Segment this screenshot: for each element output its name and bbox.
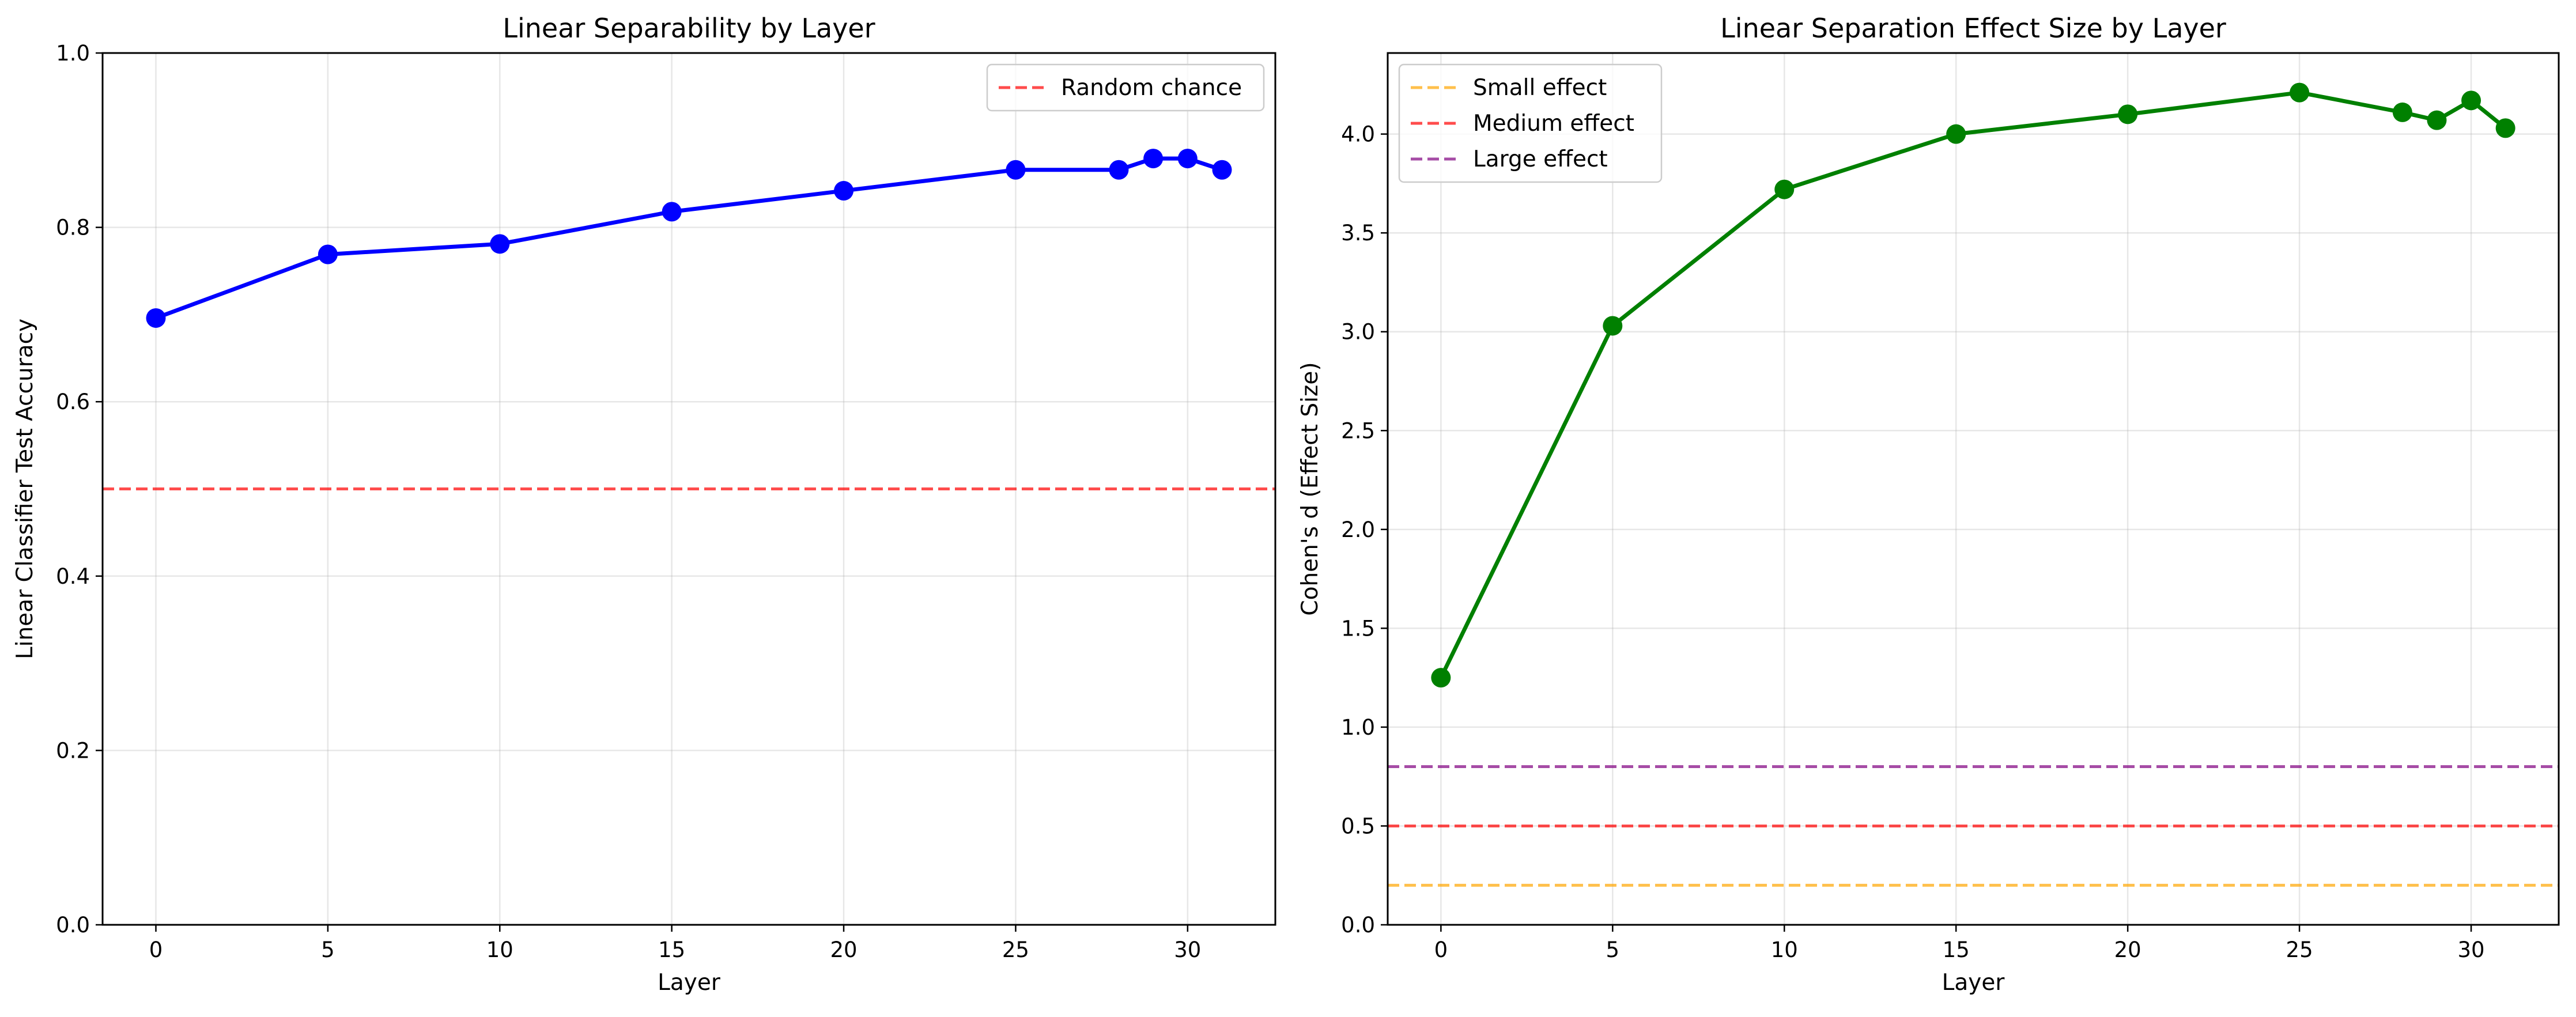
effect-size-y-tick-label: 3.0	[1341, 320, 1375, 345]
effect-size-x-tick-label: 20	[2114, 937, 2141, 962]
effect-size-data-point	[1603, 316, 1623, 336]
effect-size-grid	[1388, 53, 2559, 926]
effect-size-series-line	[1439, 90, 2507, 679]
effect-size-data-point	[1431, 668, 1451, 688]
effect-size-x-tick-label: 0	[1434, 937, 1448, 962]
effect-size-data-point	[2461, 90, 2481, 111]
accuracy-data-point	[662, 202, 682, 222]
accuracy-legend: Random chance	[986, 63, 1265, 112]
effect-size-reference-lines	[1388, 765, 2559, 887]
accuracy-series-line	[155, 156, 1223, 320]
accuracy-chart-title: Linear Separability by Layer	[503, 13, 875, 44]
accuracy-x-tick-label: 30	[1174, 937, 1201, 962]
effect-size-data-point	[2427, 110, 2447, 130]
effect-size-y-tick-label: 3.5	[1341, 221, 1375, 245]
effect-size-y-tick-label: 1.0	[1341, 715, 1375, 740]
effect-size-legend-label: Small effect	[1473, 75, 1607, 101]
accuracy-legend-label: Random chance	[1061, 75, 1242, 101]
effect-size-legend: Small effect Medium effect Large effect	[1398, 63, 1663, 183]
effect-size-y-tick-label: 2.0	[1341, 517, 1375, 542]
accuracy-legend-box	[986, 63, 1265, 112]
effect-size-data-point	[1774, 179, 1795, 199]
accuracy-data-point	[1212, 160, 1232, 180]
effect-size-y-tick-label: 4.0	[1341, 122, 1375, 147]
effect-size-legend-label: Medium effect	[1473, 111, 1634, 137]
accuracy-x-tick-label: 0	[149, 937, 163, 962]
effect-size-x-axis-label: Layer	[1942, 970, 2005, 996]
effect-size-data-point	[2392, 102, 2412, 122]
accuracy-data-point	[834, 181, 854, 201]
effect-size-series	[1431, 82, 2515, 688]
effect-size-ticks: 0 5 10 15 20 25 30 0.0 0.5 1.0 1.5 2.0 2.5 3.0 3.5 4.0	[1341, 122, 2484, 962]
accuracy-y-tick-label: 0.2	[56, 738, 90, 763]
effect-size-legend-box	[1398, 63, 1663, 183]
effect-size-x-tick-label: 15	[1943, 937, 1970, 962]
effect-size-y-axis-label: Cohen's d (Effect Size)	[1297, 362, 1323, 615]
accuracy-x-tick-label: 10	[486, 937, 513, 962]
accuracy-x-tick-label: 15	[658, 937, 685, 962]
effect-size-legend-label: Large effect	[1473, 146, 1608, 172]
accuracy-y-tick-label: 1.0	[56, 41, 90, 66]
accuracy-y-tick-label: 0.6	[56, 390, 90, 414]
accuracy-data-point	[490, 234, 510, 254]
effect-size-y-tick-label: 1.5	[1341, 616, 1375, 641]
accuracy-x-tick-label: 25	[1002, 937, 1029, 962]
effect-size-x-tick-label: 5	[1606, 937, 1620, 962]
accuracy-series	[146, 149, 1232, 328]
effect-size-x-tick-label: 30	[2458, 937, 2485, 962]
accuracy-y-tick-label: 0.8	[56, 216, 90, 240]
accuracy-chart: 0 5 10 15 20 25 30 0.0 0.2 0.4 0.6 0.8 1.0 Linear Se…	[12, 13, 1276, 996]
effect-size-data-point	[1946, 124, 1966, 144]
accuracy-x-tick-label: 5	[321, 937, 335, 962]
effect-size-y-tick-label: 0.5	[1341, 814, 1375, 838]
accuracy-data-point	[1143, 149, 1164, 169]
accuracy-x-axis-label: Layer	[658, 970, 721, 996]
accuracy-data-point	[1109, 160, 1129, 180]
effect-size-x-tick-label: 10	[1771, 937, 1798, 962]
effect-size-data-point	[2118, 104, 2138, 124]
effect-size-chart-title: Linear Separation Effect Size by Layer	[1720, 13, 2226, 44]
accuracy-y-tick-label: 0.0	[56, 913, 90, 937]
effect-size-data-point	[2290, 82, 2310, 103]
effect-size-axes-frame	[1387, 52, 2560, 926]
accuracy-y-tick-label: 0.4	[56, 564, 90, 589]
effect-size-y-tick-label: 0.0	[1341, 913, 1375, 937]
accuracy-ticks: 0 5 10 15 20 25 30 0.0 0.2 0.4 0.6 0.8 1.0	[56, 41, 1201, 962]
accuracy-data-point	[146, 308, 166, 328]
effect-size-x-tick-label: 25	[2286, 937, 2313, 962]
effect-size-y-tick-label: 2.5	[1341, 418, 1375, 443]
accuracy-x-tick-label: 20	[830, 937, 858, 962]
effect-size-data-point	[2495, 118, 2515, 138]
effect-size-chart: 0 5 10 15 20 25 300.00.51.01.52.02.53.03.54.0 …	[1297, 13, 2560, 996]
accuracy-data-point	[1006, 160, 1026, 180]
accuracy-axes-frame	[101, 52, 1276, 926]
accuracy-data-point	[1177, 149, 1198, 169]
accuracy-data-point	[318, 244, 338, 264]
accuracy-y-axis-label: Linear Classifier Test Accuracy	[12, 319, 38, 659]
